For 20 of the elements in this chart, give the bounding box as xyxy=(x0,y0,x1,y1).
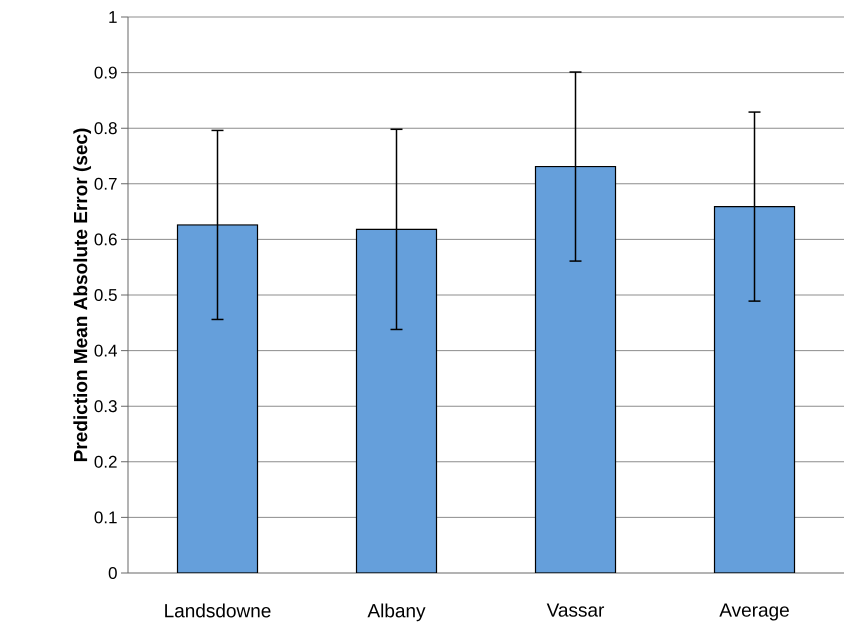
bar xyxy=(714,206,796,573)
y-tick-label: 0.2 xyxy=(94,456,117,468)
x-tick-label: Albany xyxy=(367,603,426,622)
x-tick-label: Vassar xyxy=(546,603,604,617)
y-tick-label: 1 xyxy=(109,11,117,23)
y-axis-title: Prediction Mean Absolute Error (sec) xyxy=(73,128,92,462)
y-tick-label: 0.8 xyxy=(94,122,117,134)
y-tick-label: 0.4 xyxy=(94,344,118,357)
y-tick-label: 0.6 xyxy=(94,233,117,246)
y-tick-label: 0.7 xyxy=(94,178,117,190)
bar xyxy=(534,166,616,573)
bar xyxy=(176,224,258,573)
y-tick-label: 0.1 xyxy=(94,511,117,524)
bar xyxy=(356,228,438,573)
x-tick-label: Average xyxy=(719,603,789,620)
x-tick-label: Landsdowne xyxy=(165,603,271,618)
y-tick-label: 0 xyxy=(108,566,117,580)
y-tick-label: 0.5 xyxy=(94,288,117,302)
y-tick-label: 0.3 xyxy=(94,400,117,412)
y-tick-label: 0.9 xyxy=(94,66,117,79)
